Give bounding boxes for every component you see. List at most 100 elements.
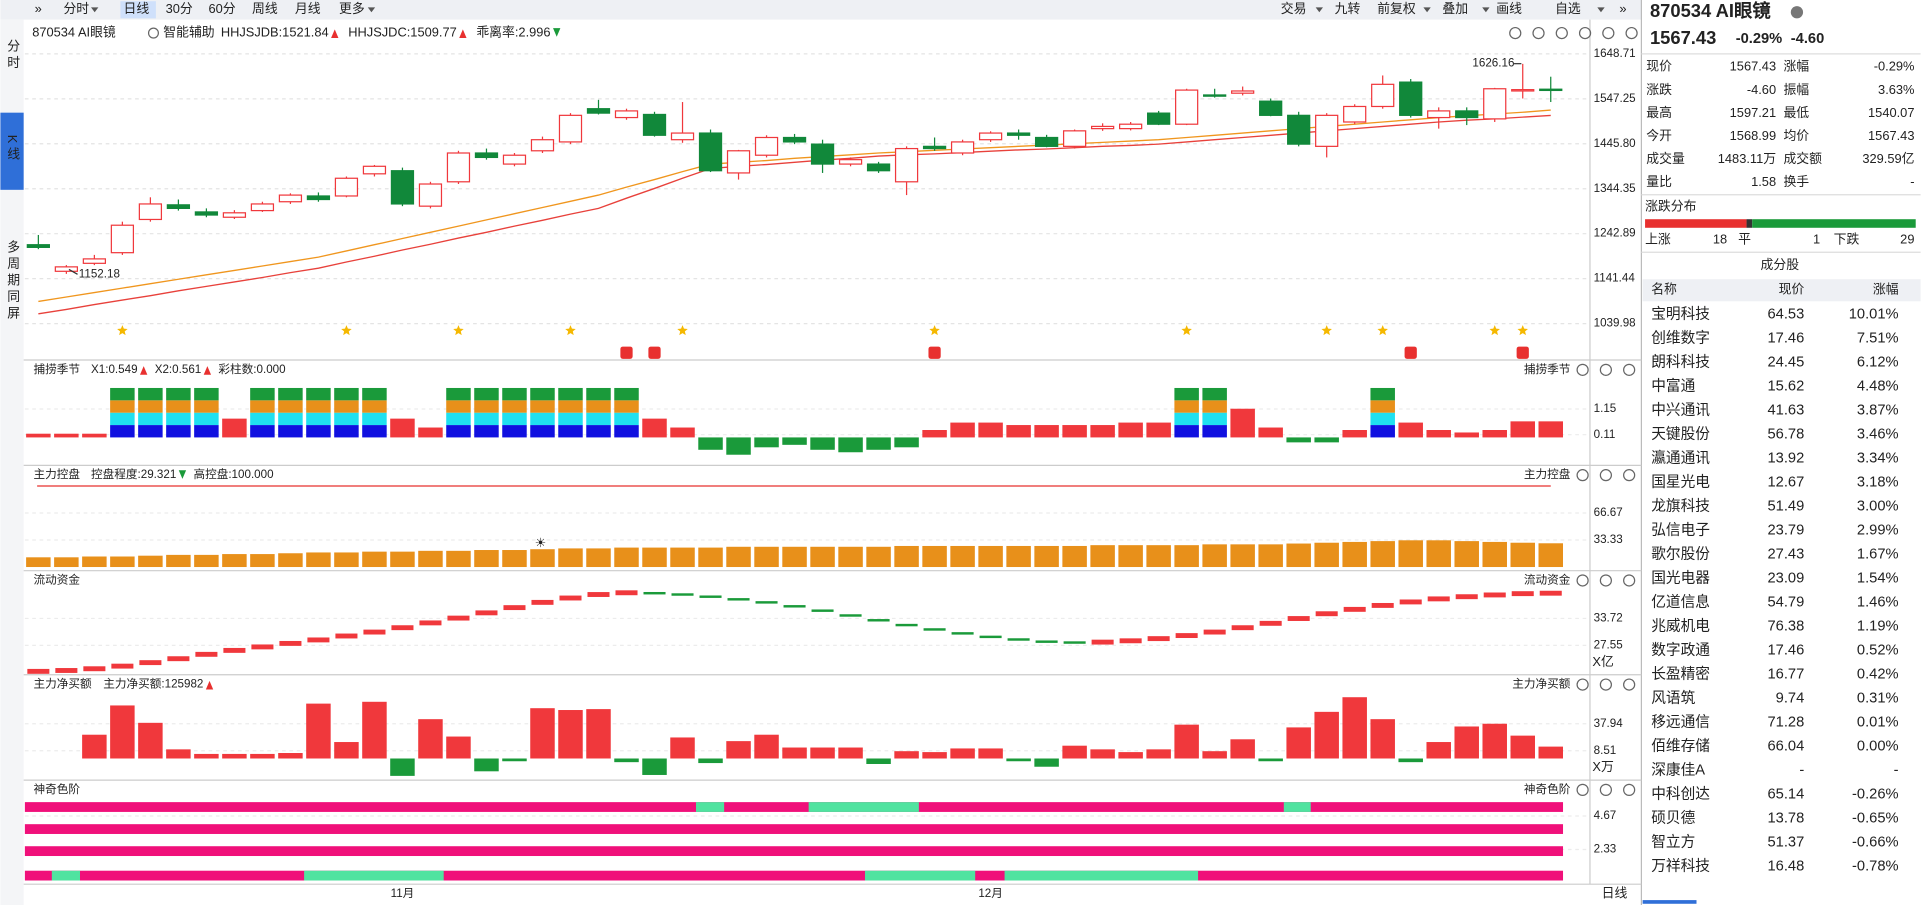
stock-price: - bbox=[1799, 763, 1804, 779]
bar bbox=[1034, 425, 1059, 438]
tool-icon[interactable] bbox=[1602, 26, 1615, 40]
toolbar-button[interactable]: 前复权 bbox=[1377, 1, 1416, 16]
stock-name[interactable]: 天键股份 bbox=[1651, 426, 1710, 443]
toolbar-button[interactable]: 更多 bbox=[339, 1, 365, 16]
stock-name[interactable]: 歌尔股份 bbox=[1651, 546, 1710, 563]
tool-icon[interactable] bbox=[1623, 678, 1636, 691]
stock-change: 3.18% bbox=[1857, 475, 1899, 491]
tool-icon[interactable] bbox=[1623, 574, 1636, 587]
toolbar-button[interactable]: 自选 bbox=[1555, 1, 1581, 16]
side-tab[interactable]: K线 bbox=[5, 135, 20, 164]
toolbar-button[interactable]: 周线 bbox=[252, 1, 278, 16]
stock-name[interactable]: 中科创达 bbox=[1651, 786, 1710, 803]
tool-icon[interactable] bbox=[1599, 678, 1613, 691]
assist-icon[interactable] bbox=[147, 27, 159, 39]
stock-name[interactable]: 中兴通讯 bbox=[1651, 402, 1710, 419]
tool-icon[interactable] bbox=[1576, 574, 1589, 587]
toolbar-button[interactable]: 画线 bbox=[1496, 1, 1522, 16]
table-header: 涨幅 bbox=[1873, 282, 1899, 297]
info-icon[interactable] bbox=[1790, 6, 1804, 19]
tool-icon[interactable] bbox=[1599, 574, 1613, 587]
toolbar-button[interactable]: 九转 bbox=[1335, 1, 1361, 16]
stock-name[interactable]: 佰维存储 bbox=[1651, 738, 1710, 755]
toolbar-button[interactable]: 60分 bbox=[208, 1, 235, 16]
stock-name[interactable]: 创维数字 bbox=[1651, 330, 1710, 347]
tool-icon[interactable] bbox=[1599, 783, 1613, 797]
assist-label[interactable]: 智能辅助 bbox=[163, 24, 214, 39]
tool-icon[interactable] bbox=[1623, 783, 1636, 797]
tool-icon[interactable] bbox=[1599, 363, 1613, 376]
stock-name[interactable]: 弘信电子 bbox=[1651, 522, 1710, 539]
bar bbox=[1342, 697, 1367, 759]
value-mark bbox=[643, 591, 666, 595]
stock-change: 0.00% bbox=[1857, 739, 1899, 755]
signal-star bbox=[565, 325, 576, 336]
stock-name[interactable]: 龙旗科技 bbox=[1651, 498, 1710, 515]
stock-name[interactable]: 国光电器 bbox=[1651, 570, 1710, 587]
stock-name[interactable]: 硕贝德 bbox=[1651, 809, 1695, 827]
stock-name[interactable]: 数字政通 bbox=[1651, 642, 1710, 659]
stock-price: 13.92 bbox=[1768, 451, 1805, 467]
stock-name[interactable]: 长盈精密 bbox=[1651, 666, 1710, 683]
candle-body bbox=[838, 159, 863, 165]
bar-segment bbox=[362, 425, 387, 438]
legend-entry: X2:0.561 bbox=[155, 363, 202, 376]
tool-icon[interactable] bbox=[1599, 469, 1613, 482]
stock-name[interactable]: 中富通 bbox=[1651, 377, 1695, 395]
stock-name[interactable]: 兆威机电 bbox=[1651, 618, 1710, 635]
stock-name[interactable]: 智立方 bbox=[1651, 833, 1695, 851]
bar bbox=[390, 418, 415, 438]
tool-icon[interactable] bbox=[1625, 26, 1638, 40]
stock-name[interactable]: 万祥科技 bbox=[1651, 858, 1710, 875]
tool-icon[interactable] bbox=[1576, 783, 1589, 797]
stock-name[interactable]: 国星光电 bbox=[1651, 474, 1710, 491]
bar-segment bbox=[334, 400, 359, 413]
toolbar bbox=[0, 0, 1642, 20]
toolbar-button[interactable]: 叠加 bbox=[1442, 1, 1468, 16]
bar bbox=[1230, 408, 1255, 438]
bar bbox=[698, 437, 723, 450]
stat-label: 涨跌 bbox=[1646, 82, 1672, 97]
value-mark bbox=[1147, 636, 1170, 642]
stock-name[interactable]: 宝明科技 bbox=[1651, 306, 1710, 323]
side-tab[interactable]: 多周期同屏 bbox=[5, 240, 20, 323]
stock-name[interactable]: 瀛通通讯 bbox=[1651, 449, 1710, 467]
toolbar-button[interactable]: 交易 bbox=[1281, 1, 1307, 16]
tool-icon[interactable] bbox=[1532, 26, 1545, 40]
tool-icon[interactable] bbox=[1623, 363, 1636, 376]
toolbar-button[interactable]: 月线 bbox=[295, 1, 321, 16]
stock-price: 71.28 bbox=[1768, 715, 1805, 731]
bar-segment bbox=[110, 387, 135, 401]
toolbar-button[interactable]: 分时 bbox=[63, 1, 89, 16]
bar-segment bbox=[110, 412, 135, 426]
toolbar-button[interactable]: 日线 bbox=[123, 1, 149, 16]
toolbar-button[interactable]: 30分 bbox=[166, 1, 193, 16]
tool-icon[interactable] bbox=[1578, 26, 1592, 40]
panel-title: 流动资金 bbox=[33, 573, 80, 587]
bar bbox=[1538, 543, 1563, 568]
arrow-icon bbox=[178, 470, 187, 479]
bar bbox=[1314, 542, 1339, 568]
value-mark bbox=[1539, 590, 1562, 596]
tool-icon[interactable] bbox=[1576, 363, 1589, 376]
stock-name[interactable]: 移远通信 bbox=[1651, 714, 1710, 731]
bar bbox=[614, 758, 639, 763]
bar-segment bbox=[446, 425, 471, 438]
stock-name[interactable]: 朗科科技 bbox=[1651, 354, 1710, 371]
bar bbox=[670, 427, 695, 438]
tool-icon[interactable] bbox=[1555, 26, 1568, 40]
bar-segment bbox=[250, 387, 275, 401]
bar bbox=[110, 556, 135, 568]
stock-change: 4.48% bbox=[1857, 379, 1899, 395]
stock-name[interactable]: 深康佳A bbox=[1651, 762, 1705, 779]
stock-name[interactable]: 亿道信息 bbox=[1651, 594, 1710, 611]
bar-segment bbox=[446, 387, 471, 401]
tool-icon[interactable] bbox=[1623, 469, 1636, 482]
side-tab[interactable]: 分时 bbox=[5, 39, 20, 72]
candle-body bbox=[978, 132, 1003, 141]
stock-name[interactable]: 风语筑 bbox=[1651, 690, 1695, 707]
tool-icon[interactable] bbox=[1576, 469, 1589, 482]
tool-icon[interactable] bbox=[1509, 26, 1522, 40]
tool-icon[interactable] bbox=[1576, 678, 1589, 691]
candle-body bbox=[362, 165, 387, 175]
